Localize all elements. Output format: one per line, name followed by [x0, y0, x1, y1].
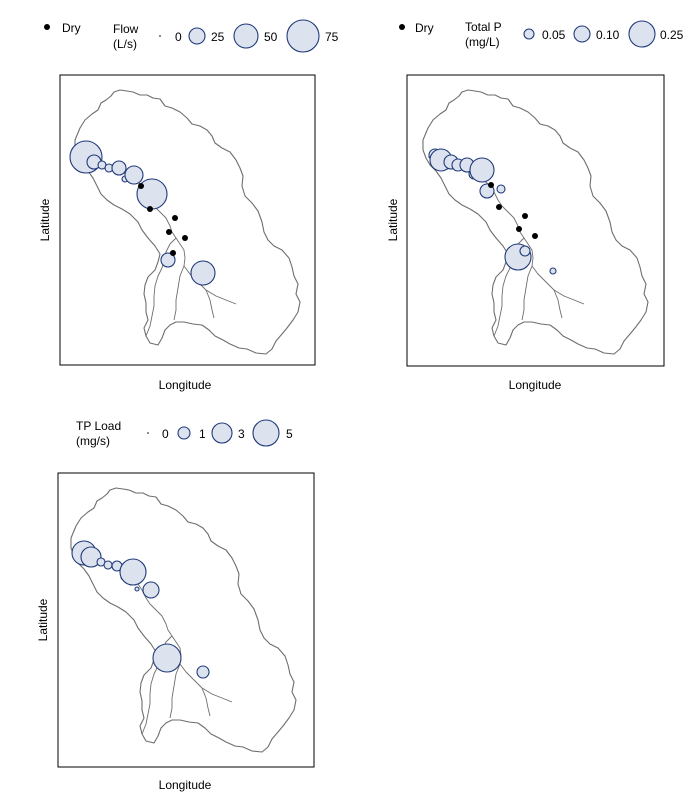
total-p-site-markers: [428, 148, 557, 275]
legend-size-3-marker: [211, 422, 233, 444]
legend-size-0-label: 0: [162, 427, 169, 441]
legend-size-0-label: 0: [175, 30, 182, 44]
watershed-boundary: [74, 89, 301, 355]
tributary-stream-2: [173, 265, 185, 321]
dry-site-marker: [166, 229, 172, 235]
dry-legend-marker: [44, 24, 50, 30]
site-marker: [111, 160, 127, 176]
legend-title-line1: Total P: [465, 20, 502, 34]
tributary-stream-3: [201, 687, 211, 717]
legend-title-line1: Flow: [113, 22, 139, 36]
plot-frame: [406, 74, 665, 367]
legend-size-010-label: 0.10: [596, 28, 620, 42]
dry-site-marker: [496, 204, 502, 210]
tributary-stream-2: [521, 265, 533, 321]
dry-legend-label: Dry: [415, 21, 434, 35]
site-marker: [496, 184, 506, 194]
x-axis-label: Longitude: [509, 378, 562, 392]
dry-site-marker: [532, 233, 538, 239]
legend-size-1-marker: [177, 426, 191, 440]
legend-size-5-label: 5: [286, 427, 293, 441]
x-axis-label: Longitude: [159, 778, 212, 792]
legend-title-line2: (mg/L): [465, 35, 500, 49]
flow-map-svg: Dry Flow (L/s) 0 25 50 75: [38, 19, 339, 392]
total-p-map-panel: Dry Total P (mg/L) 0.05 0.10 0.25: [350, 0, 700, 400]
tributary-stream: [145, 237, 177, 337]
tp-load-site-markers: [71, 540, 210, 679]
flow-map-panel: Dry Flow (L/s) 0 25 50 75: [0, 0, 350, 400]
site-marker: [196, 665, 210, 679]
legend-size-75-marker: [286, 19, 320, 53]
y-axis-label: Latitude: [386, 198, 400, 241]
site-marker: [190, 260, 216, 286]
legend-title-line2: (L/s): [113, 37, 137, 51]
y-axis-label: Latitude: [38, 198, 52, 241]
dry-site-marker: [516, 226, 522, 232]
site-marker: [80, 546, 102, 568]
total-p-legend: Dry Total P (mg/L) 0.05 0.10 0.25: [399, 20, 684, 49]
legend-title-line1: TP Load: [76, 419, 121, 433]
legend-size-025-marker: [628, 20, 656, 48]
dry-site-marker: [172, 215, 178, 221]
site-marker: [152, 643, 182, 673]
tributary-stream-3: [553, 289, 563, 319]
legend-size-50-marker: [233, 23, 259, 49]
legend-size-25-marker: [188, 27, 206, 45]
legend-size-0-marker: [159, 35, 161, 37]
legend-size-005-marker: [523, 28, 535, 40]
site-marker: [103, 560, 113, 570]
flow-site-markers: [69, 140, 216, 286]
site-marker: [119, 558, 147, 586]
legend-size-25-label: 25: [211, 30, 225, 44]
plot-frame: [57, 472, 315, 768]
site-marker: [134, 586, 140, 592]
legend-size-3-label: 3: [238, 427, 245, 441]
legend-size-5-marker: [252, 419, 280, 447]
dry-legend-label: Dry: [62, 21, 81, 35]
legend-size-005-label: 0.05: [542, 28, 566, 42]
flow-legend: Dry Flow (L/s) 0 25 50 75: [44, 19, 339, 53]
site-marker: [160, 252, 176, 268]
legend-size-75-label: 75: [325, 30, 339, 44]
dry-site-marker: [182, 235, 188, 241]
tp-load-legend: TP Load (mg/s) 0 1 3 5: [76, 419, 293, 448]
dry-legend-marker: [399, 24, 405, 30]
x-axis-label: Longitude: [159, 378, 212, 392]
dry-site-marker: [147, 206, 153, 212]
legend-title-line2: (mg/s): [76, 434, 110, 448]
total-p-map-svg: Dry Total P (mg/L) 0.05 0.10 0.25: [386, 20, 684, 392]
legend-size-50-label: 50: [264, 30, 278, 44]
legend-size-1-label: 1: [199, 427, 206, 441]
tributary-stream-2: [169, 663, 181, 719]
legend-size-025-label: 0.25: [660, 28, 684, 42]
site-marker: [124, 165, 144, 185]
tributary-stream-3: [205, 289, 215, 319]
site-marker: [519, 245, 531, 257]
watershed-boundary: [70, 487, 297, 753]
tp-load-map-panel: TP Load (mg/s) 0 1 3 5: [0, 400, 350, 800]
site-marker: [142, 581, 160, 599]
site-marker: [549, 267, 557, 275]
plot-frame: [59, 74, 316, 366]
legend-size-010-marker: [573, 25, 591, 43]
dry-site-marker: [170, 250, 176, 256]
dry-site-marker: [488, 182, 494, 188]
legend-size-0-marker: [147, 432, 149, 434]
dry-site-marker: [522, 213, 528, 219]
tp-load-map-svg: TP Load (mg/s) 0 1 3 5: [36, 419, 315, 792]
site-marker: [469, 157, 495, 183]
y-axis-label: Latitude: [36, 598, 50, 641]
dry-site-marker: [138, 183, 144, 189]
